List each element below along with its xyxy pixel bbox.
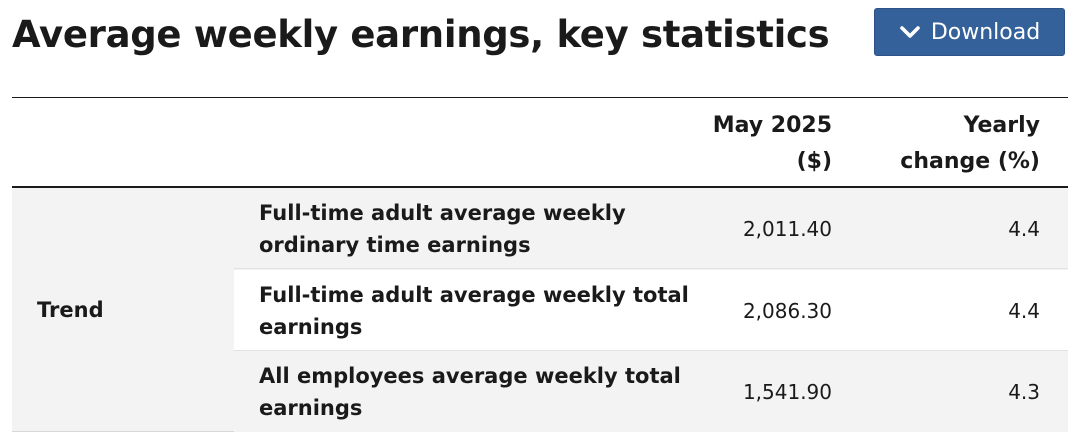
row-group-label: Trend (37, 298, 104, 322)
row-value: 2,011.40 (742, 216, 832, 241)
column-header-change: Yearly change (%) (840, 108, 1040, 180)
row-value: 1,541.90 (742, 379, 832, 404)
column-header-value: May 2025 ($) (592, 108, 832, 180)
row-label: All employees average weekly total earni… (259, 363, 681, 420)
row-change: 4.4 (1008, 216, 1040, 241)
download-button-label: Download (930, 19, 1041, 45)
row-change: 4.3 (1008, 379, 1040, 404)
page-title: Average weekly earnings, key statistics (12, 13, 830, 56)
table-row: Full-time adult average weekly total ear… (234, 270, 1068, 351)
row-change: 4.4 (1008, 298, 1040, 323)
column-header-value-line1: May 2025 (712, 113, 832, 138)
table-row: Full-time adult average weekly ordinary … (234, 188, 1068, 269)
row-label: Full-time adult average weekly total ear… (259, 282, 689, 339)
column-header-change-line2: change (%) (900, 149, 1040, 174)
table-header: May 2025 ($) Yearly change (%) (12, 98, 1068, 188)
row-value: 2,086.30 (742, 298, 832, 323)
download-button[interactable]: Download (874, 8, 1065, 56)
chevron-down-icon (899, 25, 921, 39)
column-header-value-line2: ($) (796, 149, 832, 174)
row-label: Full-time adult average weekly ordinary … (259, 200, 626, 257)
key-statistics-table: May 2025 ($) Yearly change (%) Trend Ful… (12, 97, 1068, 432)
column-header-change-line1: Yearly (963, 113, 1040, 138)
table-row: All employees average weekly total earni… (234, 351, 1068, 432)
page-header: Average weekly earnings, key statistics … (12, 0, 1068, 80)
table-body: Trend Full-time adult average weekly ord… (12, 188, 1068, 432)
